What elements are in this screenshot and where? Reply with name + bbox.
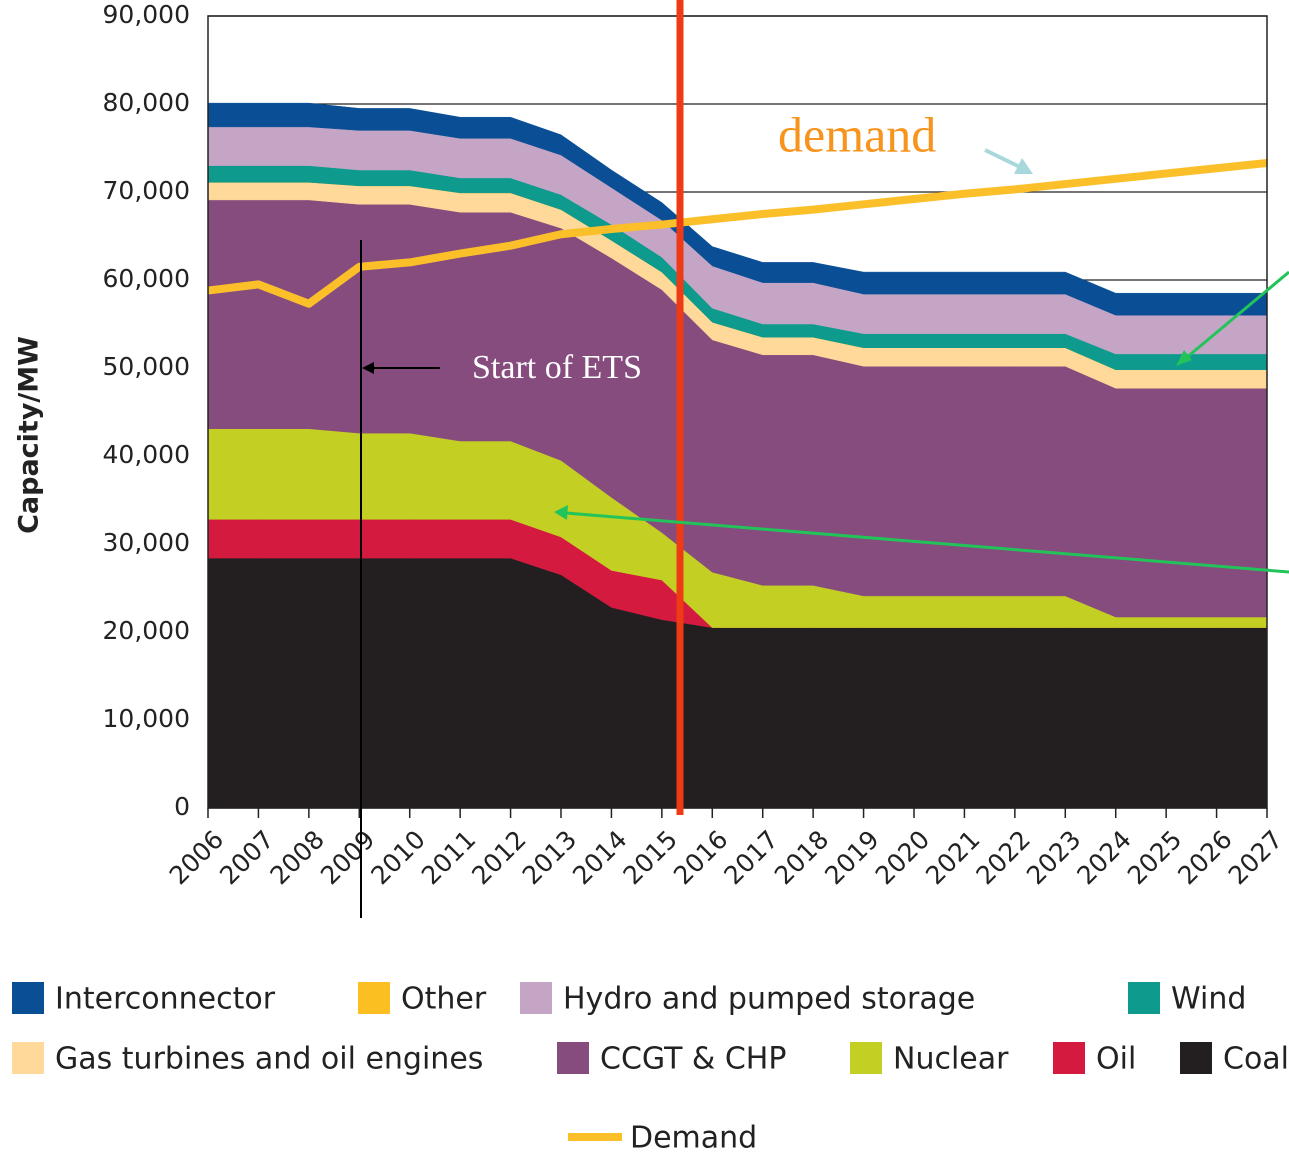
legend-swatch (1128, 982, 1160, 1014)
legend-label: Demand (630, 1121, 757, 1156)
x-tick-label: 2013 (517, 825, 582, 890)
x-tick-label: 2018 (769, 825, 834, 890)
y-tick-label: 40,000 (103, 440, 190, 469)
legend-swatch (568, 1133, 622, 1141)
legend-swatch (557, 1042, 589, 1074)
legend-label: CCGT & CHP (600, 1042, 786, 1077)
x-tick-label: 2022 (971, 825, 1036, 890)
x-tick-label: 2014 (567, 825, 632, 890)
green-arrow-head (554, 505, 568, 520)
y-tick-label: 80,000 (103, 88, 190, 117)
x-tick-label: 2015 (618, 825, 683, 890)
x-tick-label: 2020 (870, 825, 935, 890)
legend-swatch (358, 982, 390, 1014)
x-tick-label: 2007 (214, 825, 279, 890)
legend-label: Oil (1096, 1042, 1136, 1077)
legend-swatch (1053, 1042, 1085, 1074)
x-tick-label: 2010 (365, 825, 430, 890)
x-tick-label: 2017 (718, 825, 783, 890)
green-arrow-head (1176, 350, 1192, 366)
legend-label: Hydro and pumped storage (563, 982, 975, 1017)
x-tick-label: 2025 (1122, 825, 1187, 890)
x-tick-label: 2016 (668, 825, 733, 890)
x-tick-label: 2006 (164, 825, 229, 890)
demand-arrow (984, 148, 1023, 170)
legend-label: Nuclear (893, 1042, 1009, 1077)
y-tick-label: 30,000 (103, 528, 190, 557)
ets-annotation: Start of ETS (472, 349, 642, 386)
legend-swatch (1180, 1042, 1212, 1074)
x-tick-label: 2012 (466, 825, 531, 890)
areas (207, 102, 1268, 809)
legend: Coal Oil Nuclear CCGT & CHP Gas turbines and… (12, 982, 1289, 1156)
y-tick-label: 50,000 (103, 352, 190, 381)
legend-swatch (520, 982, 552, 1014)
x-tick-label: 2023 (1021, 825, 1086, 890)
y-tick-label: 0 (174, 792, 190, 821)
demand-line (207, 158, 1268, 308)
legend-swatch (12, 1042, 44, 1074)
legend-label: Gas turbines and oil engines (55, 1042, 483, 1077)
x-tick-label: 2009 (315, 825, 380, 890)
y-axis-label: Capacity/MW (14, 336, 45, 534)
green-arrow (1185, 270, 1289, 360)
green-arrow (565, 511, 1289, 574)
y-tick-label: 20,000 (103, 616, 190, 645)
x-tick-label: 2027 (1223, 825, 1288, 890)
x-tick-label: 2011 (416, 825, 481, 890)
y-tick-label: 70,000 (103, 176, 190, 205)
x-tick-label: 2019 (819, 825, 884, 890)
x-tick-label: 2021 (920, 825, 985, 890)
x-tick-label: 2008 (265, 825, 330, 890)
legend-swatch (850, 1042, 882, 1074)
y-tick-label: 60,000 (103, 264, 190, 293)
y-tick-label: 10,000 (103, 704, 190, 733)
legend-label: Coal (1223, 1042, 1289, 1077)
x-tick-label: 2026 (1172, 825, 1237, 890)
plot-frame (207, 15, 1268, 809)
demand-annotation: demand (778, 106, 936, 162)
legend-label: Wind (1171, 982, 1246, 1017)
ets-arrow-head (362, 362, 374, 374)
x-tick-label: 2024 (1071, 825, 1136, 890)
legend-label: Other (401, 982, 487, 1017)
legend-swatch (12, 982, 44, 1014)
y-tick-label: 90,000 (103, 0, 190, 29)
demand-arrow-head (1014, 158, 1033, 174)
legend-label: Interconnector (55, 982, 276, 1017)
